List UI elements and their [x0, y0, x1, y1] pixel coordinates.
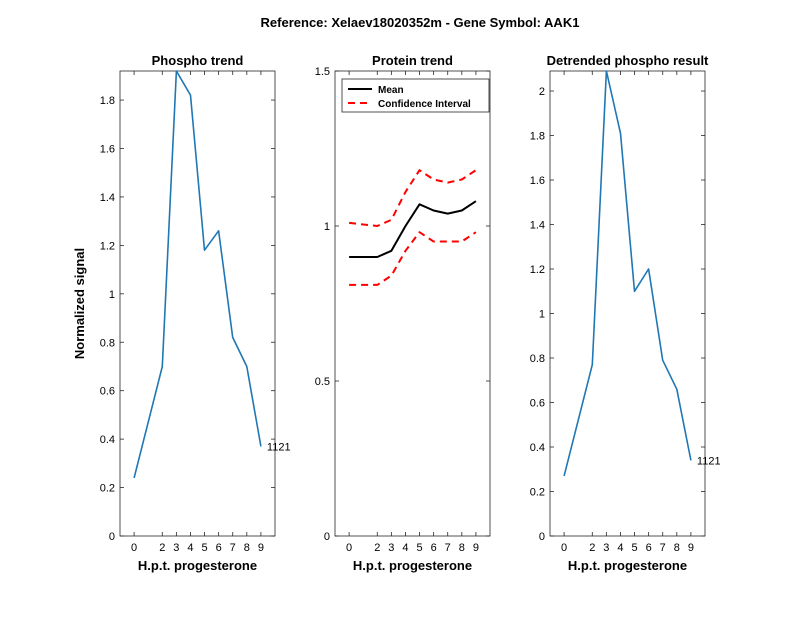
detrended-phospho-xtick-label: 7	[660, 542, 666, 554]
protein-trend-xtick-label: 8	[459, 542, 465, 554]
detrended-phospho-xlabel: H.p.t. progesterone	[568, 558, 687, 573]
phospho-trend-end-label: 1121	[267, 441, 291, 453]
protein-trend-xtick-label: 7	[445, 542, 451, 554]
phospho-trend-ytick-label: 1.4	[100, 192, 115, 204]
protein-trend-xlabel: H.p.t. progesterone	[353, 558, 472, 573]
phospho-trend-ytick-label: 0.2	[100, 483, 115, 495]
protein-trend-xtick-label: 5	[416, 542, 422, 554]
protein-trend-xtick-label: 6	[431, 542, 437, 554]
phospho-trend-ytick-label: 1.6	[100, 144, 115, 156]
phospho-trend-ylabel: Normalized signal	[72, 248, 87, 359]
phospho-trend-axes-box	[119, 70, 276, 537]
protein-trend-ytick-label: 1	[324, 221, 330, 233]
detrended-phospho-ytick-label: 1.4	[530, 220, 545, 232]
phospho-trend-xtick-label: 5	[201, 542, 207, 554]
detrended-phospho-ytick-label: 1.2	[530, 264, 545, 276]
phospho-trend-xtick-label: 4	[187, 542, 193, 554]
detrended-phospho-ytick-label: 0.4	[530, 442, 545, 454]
phospho-trend-ytick-label: 1.8	[100, 95, 115, 107]
phospho-trend-ytick-label: 0.8	[100, 337, 115, 349]
figure-title: Reference: Xelaev18020352m - Gene Symbol…	[261, 15, 580, 30]
detrended-phospho-xtick-label: 9	[688, 542, 694, 554]
phospho-trend-ytick-label: 0	[109, 531, 115, 543]
detrended-phospho-ytick-label: 0.2	[530, 487, 545, 499]
phospho-trend-xtick-label: 7	[230, 542, 236, 554]
protein-trend-xtick-label: 9	[473, 542, 479, 554]
detrended-phospho-xtick-label: 3	[603, 542, 609, 554]
protein-trend-xtick-label: 2	[374, 542, 380, 554]
detrended-phospho-ytick-label: 0.8	[530, 353, 545, 365]
legend-box	[341, 78, 490, 113]
protein-trend-xtick-label: 0	[346, 542, 352, 554]
detrended-phospho-ytick-label: 1.8	[530, 131, 545, 143]
protein-trend-axes-box	[334, 70, 491, 537]
phospho-trend-ytick-label: 0.6	[100, 386, 115, 398]
protein-trend-legend: Mean Confidence Interval	[341, 78, 490, 113]
phospho-trend-xtick-label: 8	[244, 542, 250, 554]
detrended-phospho-xtick-label: 8	[674, 542, 680, 554]
detrended-phospho-ytick-label: 2	[539, 86, 545, 98]
protein-trend-xtick-label: 3	[388, 542, 394, 554]
phospho-trend-xlabel: H.p.t. progesterone	[138, 558, 257, 573]
protein-trend-panel: Protein trend 0 2 3 4 5 6 7 8 9 0 0.5 1 1.5 H.p.t. pro…	[315, 53, 491, 573]
detrended-phospho-series-line-0	[563, 70, 692, 477]
phospho-trend-series-line-0	[133, 70, 262, 479]
phospho-trend-xtick-label: 6	[216, 542, 222, 554]
phospho-trend-ytick-label: 1	[109, 289, 115, 301]
detrended-phospho-ytick-label: 1.6	[530, 175, 545, 187]
detrended-phospho-xtick-label: 5	[631, 542, 637, 554]
phospho-trend-xtick-label: 3	[173, 542, 179, 554]
detrended-phospho-axes-box	[549, 70, 706, 537]
phospho-trend-ytick-label: 0.4	[100, 434, 115, 446]
protein-trend-series-line-1	[348, 169, 477, 227]
protein-trend-series-line-0	[349, 200, 477, 258]
phospho-trend-title: Phospho trend	[152, 53, 244, 68]
phospho-trend-panel: Phospho trend 0 2 3 4 5 6 7 8 9 0 0.2 0.4 0.6 0.8 1 1.2 1…	[72, 53, 291, 573]
legend-entry-0: Mean	[378, 85, 404, 96]
protein-trend-ytick-label: 1.5	[315, 66, 330, 78]
phospho-trend-xtick-label: 0	[131, 542, 137, 554]
detrended-phospho-end-label: 1121	[697, 455, 721, 467]
phospho-trend-xtick-label: 9	[258, 542, 264, 554]
detrended-phospho-xtick-label: 6	[646, 542, 652, 554]
protein-trend-ytick-label: 0	[324, 531, 330, 543]
protein-trend-xtick-label: 4	[402, 542, 408, 554]
protein-trend-ytick-label: 0.5	[315, 376, 330, 388]
detrended-phospho-xtick-label: 4	[617, 542, 623, 554]
detrended-phospho-xtick-label: 0	[561, 542, 567, 554]
detrended-phospho-xtick-label: 2	[589, 542, 595, 554]
phospho-trend-ytick-label: 1.2	[100, 240, 115, 252]
detrended-phospho-ytick-label: 0.6	[530, 398, 545, 410]
protein-trend-series-line-2	[349, 231, 477, 286]
detrended-phospho-title: Detrended phospho result	[547, 53, 709, 68]
legend-entry-1: Confidence Interval	[378, 99, 471, 110]
protein-trend-title: Protein trend	[372, 53, 453, 68]
phospho-trend-xtick-label: 2	[159, 542, 165, 554]
detrended-phospho-ytick-label: 1	[539, 309, 545, 321]
detrended-phospho-ytick-label: 0	[539, 531, 545, 543]
